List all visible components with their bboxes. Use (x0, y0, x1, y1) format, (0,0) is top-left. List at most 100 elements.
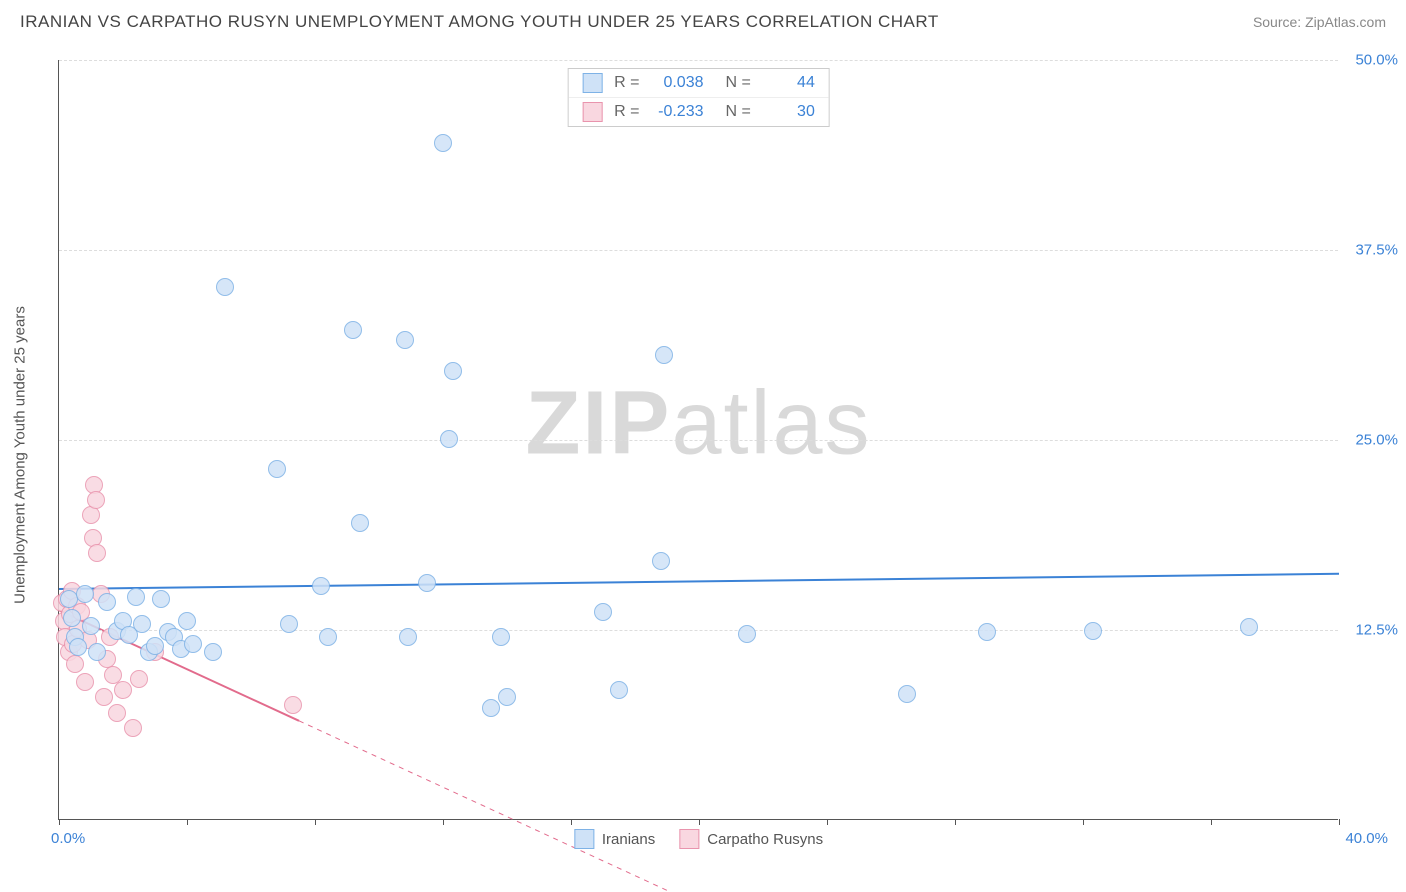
data-point (399, 628, 417, 646)
data-point (482, 699, 500, 717)
n-value: 30 (765, 103, 815, 121)
series-swatch (582, 102, 602, 122)
chart-title: IRANIAN VS CARPATHO RUSYN UNEMPLOYMENT A… (20, 12, 939, 32)
data-point (1084, 622, 1102, 640)
x-tick (571, 819, 572, 825)
data-point (63, 609, 81, 627)
data-point (1240, 618, 1258, 636)
data-point (655, 346, 673, 364)
data-point (114, 681, 132, 699)
data-point (610, 681, 628, 699)
data-point (738, 625, 756, 643)
x-tick (315, 819, 316, 825)
source-name: ZipAtlas.com (1305, 14, 1386, 30)
data-point (184, 635, 202, 653)
stats-row: R = -0.233 N = 30 (568, 97, 829, 126)
legend-swatch (679, 829, 699, 849)
y-tick-label: 12.5% (1355, 622, 1398, 639)
data-point (88, 544, 106, 562)
x-tick (1083, 819, 1084, 825)
data-point (88, 643, 106, 661)
r-label: R = (614, 103, 639, 121)
y-tick-label: 25.0% (1355, 432, 1398, 449)
data-point (66, 655, 84, 673)
data-point (87, 491, 105, 509)
data-point (434, 134, 452, 152)
source-prefix: Source: (1253, 14, 1305, 30)
stats-row: R = 0.038 N = 44 (568, 69, 829, 97)
data-point (133, 615, 151, 633)
data-point (178, 612, 196, 630)
plot-area: ZIPatlas R =0.038N =44R =-0.233N =30 0.0… (58, 60, 1338, 820)
data-point (898, 685, 916, 703)
data-point (351, 514, 369, 532)
n-value: 44 (765, 74, 815, 92)
legend-swatch (574, 829, 594, 849)
r-value: -0.233 (654, 103, 704, 121)
data-point (204, 643, 222, 661)
data-point (652, 552, 670, 570)
data-point (152, 590, 170, 608)
data-point (98, 593, 116, 611)
n-label: N = (726, 103, 751, 121)
x-tick (699, 819, 700, 825)
data-point (444, 362, 462, 380)
data-point (396, 331, 414, 349)
stats-box: R = 0.038 N = 44 R = -0.233 N = 30 (567, 68, 830, 127)
legend-item: Carpatho Rusyns (679, 829, 823, 849)
data-point (146, 637, 164, 655)
y-axis-label: Unemployment Among Youth under 25 years (12, 306, 29, 604)
data-point (312, 577, 330, 595)
data-point (268, 460, 286, 478)
legend-label: Carpatho Rusyns (707, 831, 823, 848)
trend-line (59, 574, 1339, 589)
gridline (59, 250, 1338, 251)
x-tick (187, 819, 188, 825)
legend: Iranians Carpatho Rusyns (574, 829, 823, 849)
x-tick (443, 819, 444, 825)
data-point (95, 688, 113, 706)
data-point (82, 617, 100, 635)
gridline (59, 440, 1338, 441)
y-tick-label: 37.5% (1355, 242, 1398, 259)
n-label: N = (726, 74, 751, 92)
r-value: 0.038 (654, 74, 704, 92)
data-point (216, 278, 234, 296)
data-point (344, 321, 362, 339)
data-point (108, 704, 126, 722)
trend-line-dashed (299, 721, 1339, 892)
gridline (59, 60, 1338, 61)
data-point (130, 670, 148, 688)
data-point (498, 688, 516, 706)
data-point (280, 615, 298, 633)
series-swatch (582, 73, 602, 93)
data-point (76, 673, 94, 691)
data-point (127, 588, 145, 606)
x-tick (59, 819, 60, 825)
x-tick (1339, 819, 1340, 825)
x-axis-max-label: 40.0% (1345, 830, 1388, 847)
data-point (978, 623, 996, 641)
x-tick (955, 819, 956, 825)
x-tick (1211, 819, 1212, 825)
data-point (76, 585, 94, 603)
data-point (124, 719, 142, 737)
y-tick-label: 50.0% (1355, 52, 1398, 69)
chart-container: Unemployment Among Youth under 25 years … (48, 60, 1368, 850)
gridline (59, 630, 1338, 631)
data-point (418, 574, 436, 592)
legend-label: Iranians (602, 831, 655, 848)
legend-item: Iranians (574, 829, 655, 849)
data-point (319, 628, 337, 646)
x-axis-min-label: 0.0% (51, 830, 85, 847)
data-point (440, 430, 458, 448)
data-point (284, 696, 302, 714)
data-point (492, 628, 510, 646)
data-point (82, 506, 100, 524)
data-point (594, 603, 612, 621)
data-point (69, 638, 87, 656)
r-label: R = (614, 74, 639, 92)
source-attribution: Source: ZipAtlas.com (1253, 14, 1386, 30)
header: IRANIAN VS CARPATHO RUSYN UNEMPLOYMENT A… (0, 0, 1406, 40)
x-tick (827, 819, 828, 825)
